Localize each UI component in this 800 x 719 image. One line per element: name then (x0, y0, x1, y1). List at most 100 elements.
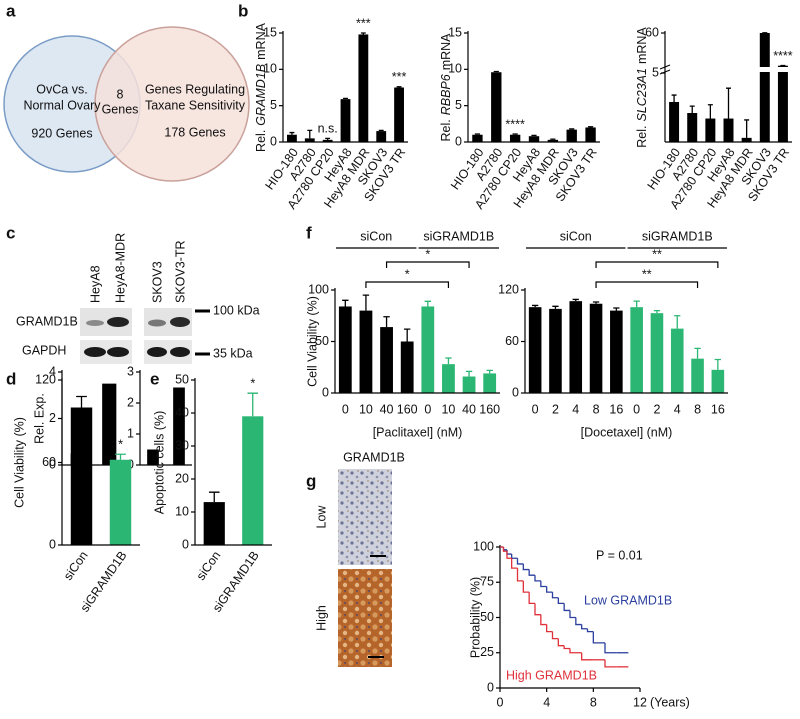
error-bar (307, 130, 312, 138)
x-axis-label: [Paclitaxel] (nM) (373, 425, 463, 439)
significance: **** (773, 49, 793, 63)
error-bar (694, 348, 700, 358)
survival-step (535, 575, 541, 581)
survival-step (570, 649, 582, 653)
y-axis-label: Rel.RBBP6mRNA (439, 33, 453, 142)
p-value: P = 0.01 (596, 548, 643, 562)
survival-step (576, 618, 582, 625)
survival-step (582, 625, 588, 629)
error-bar (573, 299, 579, 301)
y-axis-label-part: mRNA (635, 27, 649, 64)
ihc-title: GRAMD1B (343, 450, 405, 464)
x-tick-label: 0 (424, 402, 431, 416)
bar (483, 373, 496, 393)
ihc-row-label: High (314, 605, 328, 631)
bar (339, 306, 352, 393)
comparison-bracket (596, 262, 718, 268)
error-bar (361, 33, 366, 34)
bar (705, 119, 715, 142)
bar (341, 99, 351, 142)
error-bar (588, 127, 593, 128)
comparison-label: * (405, 267, 410, 281)
bar (671, 329, 684, 393)
survival-step (512, 554, 518, 558)
y-axis-label: Rel.SLC23A1mRNA (635, 27, 649, 148)
bar (742, 138, 752, 142)
error-bar (494, 72, 499, 73)
y-tick-label: 0 (512, 385, 519, 399)
band (107, 317, 129, 327)
error-bar (613, 308, 619, 311)
bar (376, 131, 386, 142)
survival-step (564, 603, 570, 610)
error-bar (690, 106, 695, 113)
panel-label: g (306, 471, 316, 490)
error-bar (531, 135, 536, 136)
panel-label: d (6, 369, 16, 388)
comparison-bracket (387, 262, 470, 268)
error-bar (674, 316, 680, 329)
bar (204, 502, 225, 545)
y-axis-label: Probability (%) (468, 577, 482, 658)
bar (687, 113, 697, 142)
y-tick-label: 30 (175, 438, 189, 452)
error-bar (425, 301, 431, 306)
y-tick-label: 5 (270, 98, 277, 112)
y-tick-label: 120 (498, 282, 519, 296)
ihc-image (338, 569, 392, 667)
survival-step (507, 550, 512, 554)
x-tick-label: 4 (674, 402, 681, 416)
y-axis-label: Rel. Exp. (32, 393, 46, 444)
band (86, 320, 104, 326)
error-bar (363, 295, 369, 310)
row-label: GAPDH (22, 343, 66, 357)
bar (529, 307, 542, 393)
y-tick-label: 0 (487, 680, 494, 694)
y-axis-label-part: Rel. (254, 130, 268, 152)
x-axis-label: (Years) (650, 695, 690, 709)
y-tick-label: 0 (270, 134, 277, 148)
error-bar (115, 454, 126, 460)
bar (491, 72, 501, 142)
error-bar (466, 371, 472, 376)
x-tick-label: 8 (590, 695, 597, 709)
lane-label: HeyA8 (88, 265, 102, 303)
x-tick-label: 16 (609, 402, 623, 416)
x-axis-label: [Docetaxel] (nM) (581, 425, 673, 439)
venn-text: 8 (117, 87, 124, 101)
panel-label: e (150, 369, 159, 388)
survival-step (553, 592, 559, 598)
error-bar (708, 105, 713, 119)
y-tick-label: 5 (455, 98, 462, 112)
error-bar (76, 397, 87, 408)
bar (691, 359, 704, 393)
ihc-row-label: Low (314, 505, 328, 529)
y-axis-label-part: mRNA (254, 22, 268, 59)
comparison-label: * (425, 247, 430, 261)
survival-step (582, 653, 594, 660)
y-tick-label: 20 (175, 471, 189, 485)
bar (549, 309, 562, 393)
x-tick-label: 8 (694, 402, 701, 416)
survival-step (504, 547, 508, 551)
y-tick-label: 50 (175, 372, 189, 386)
x-tick-label: siCon (61, 549, 91, 583)
bar (778, 66, 788, 142)
panel-label: c (6, 223, 15, 242)
survival-step (523, 564, 529, 570)
error-bar (486, 370, 492, 373)
error-bar (654, 311, 660, 314)
venn-text: OvCa vs. (36, 82, 87, 96)
group-label: siGRAMD1B (423, 229, 494, 243)
comparison-bracket (366, 282, 449, 288)
x-tick-label: 16 (711, 402, 725, 416)
x-tick-label: 0 (633, 402, 640, 416)
bar (380, 327, 393, 393)
bar (472, 135, 482, 142)
bar (529, 136, 539, 142)
lane-label: HeyA8-MDR (113, 233, 127, 303)
y-axis-label-part: GRAMD1B (254, 64, 268, 126)
bar (394, 88, 404, 143)
x-tick-label: 40 (462, 402, 476, 416)
error-bar (445, 358, 451, 364)
